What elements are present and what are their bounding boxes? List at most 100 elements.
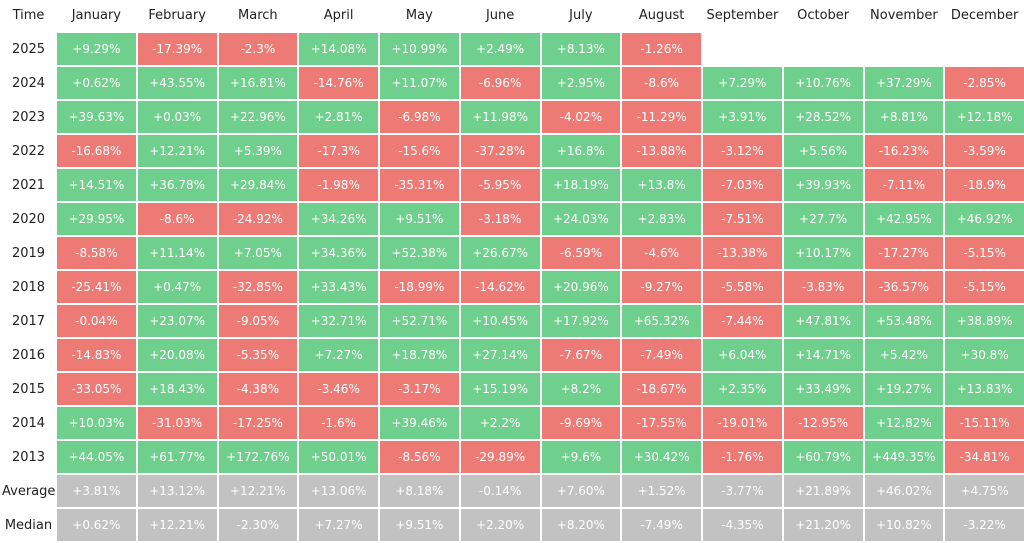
year-row-2022: 2022 -16.68% +12.21% +5.39% -17.3% -15.6% -37.… (0, 133, 1024, 169)
return-cell: +18.19% (539, 167, 623, 203)
return-cell: -8.58% (55, 235, 138, 271)
return-cell: -9.69% (539, 405, 623, 441)
return-cell: +10.03% (55, 405, 138, 441)
year-row-2016: 2016 -14.83% +20.08% -5.35% +7.27% +18.78% +27… (0, 337, 1024, 373)
return-cell: +22.96% (216, 99, 300, 135)
table-body: 2025 +9.29% -17.39% -2.3% +14.08% +10.99% +2.4… (0, 31, 1024, 543)
return-cell: -15.11% (943, 405, 1024, 441)
return-cell: -12.95% (781, 405, 865, 441)
return-cell: +0.62% (55, 65, 138, 101)
return-cell: -16.23% (862, 133, 946, 169)
year-row-2020: 2020 +29.95% -8.6% -24.92% +34.26% +9.51% -3.1… (0, 201, 1024, 237)
summary-cell: +10.82% (862, 507, 946, 543)
header-december: December (944, 0, 1024, 32)
return-cell: +5.56% (781, 133, 865, 169)
return-cell: +47.81% (781, 303, 865, 339)
return-cell: +27.7% (781, 201, 865, 237)
return-cell: -5.95% (458, 167, 542, 203)
summary-cell: +7.27% (297, 507, 380, 543)
return-cell: +7.05% (216, 235, 300, 271)
return-cell: -13.88% (620, 133, 703, 169)
empty-cell (862, 31, 946, 67)
return-cell: -5.58% (701, 269, 784, 305)
row-label: 2017 (0, 303, 57, 339)
header-time: Time (1, 0, 56, 32)
summary-cell: +9.51% (378, 507, 461, 543)
return-cell: -4.38% (216, 371, 300, 407)
return-cell: +34.26% (297, 201, 380, 237)
summary-cell: -3.77% (701, 473, 784, 509)
row-label: 2022 (0, 133, 57, 169)
return-cell: -7.49% (620, 337, 703, 373)
summary-cell: +21.89% (781, 473, 865, 509)
return-cell: +50.01% (297, 439, 380, 475)
return-cell: +5.39% (216, 133, 300, 169)
return-cell: +2.95% (539, 65, 623, 101)
return-cell: +29.84% (216, 167, 300, 203)
row-label: 2014 (0, 405, 57, 441)
return-cell: -25.41% (55, 269, 138, 305)
return-cell: -7.03% (701, 167, 784, 203)
return-cell: -35.31% (378, 167, 461, 203)
row-label: Average (0, 473, 57, 509)
return-cell: -4.02% (539, 99, 623, 135)
return-cell: -18.9% (943, 167, 1024, 203)
year-row-2017: 2017 -0.04% +23.07% -9.05% +32.71% +52.71% +10… (0, 303, 1024, 339)
return-cell: -14.83% (55, 337, 138, 373)
return-cell: +11.07% (378, 65, 461, 101)
summary-cell: +13.06% (297, 473, 380, 509)
return-cell: +18.43% (135, 371, 219, 407)
row-label: 2015 (0, 371, 57, 407)
return-cell: +2.2% (458, 405, 542, 441)
return-cell: -3.59% (943, 133, 1024, 169)
year-row-2019: 2019 -8.58% +11.14% +7.05% +34.36% +52.38% +26… (0, 235, 1024, 271)
summary-cell: +0.62% (55, 507, 138, 543)
return-cell: +3.91% (701, 99, 784, 135)
return-cell: +11.14% (135, 235, 219, 271)
return-cell: -17.27% (862, 235, 946, 271)
empty-cell (781, 31, 865, 67)
summary-cell: +13.12% (135, 473, 219, 509)
row-label: 2024 (0, 65, 57, 101)
empty-cell (701, 31, 784, 67)
return-cell: -7.11% (862, 167, 946, 203)
summary-cell: +8.20% (539, 507, 623, 543)
summary-cell: +4.75% (943, 473, 1024, 509)
return-cell: -5.35% (216, 337, 300, 373)
row-label: 2020 (0, 201, 57, 237)
return-cell: +43.55% (135, 65, 219, 101)
return-cell: +44.05% (55, 439, 138, 475)
return-cell: -17.25% (216, 405, 300, 441)
return-cell: +9.51% (378, 201, 461, 237)
return-cell: +2.35% (701, 371, 784, 407)
summary-cell: -4.35% (701, 507, 784, 543)
return-cell: +10.17% (781, 235, 865, 271)
year-row-2021: 2021 +14.51% +36.78% +29.84% -1.98% -35.31% -5… (0, 167, 1024, 203)
return-cell: -6.59% (539, 235, 623, 271)
return-cell: -34.81% (943, 439, 1024, 475)
return-cell: -15.6% (378, 133, 461, 169)
return-cell: +33.43% (297, 269, 380, 305)
summary-cell: +12.21% (216, 473, 300, 509)
return-cell: +42.95% (862, 201, 946, 237)
return-cell: +13.83% (943, 371, 1024, 407)
year-row-2014: 2014 +10.03% -31.03% -17.25% -1.6% +39.46% +2.… (0, 405, 1024, 441)
summary-cell: +21.20% (781, 507, 865, 543)
return-cell: -7.51% (701, 201, 784, 237)
summary-cell: +8.18% (378, 473, 461, 509)
return-cell: +46.92% (943, 201, 1024, 237)
return-cell: -16.68% (55, 133, 138, 169)
year-row-2024: 2024 +0.62% +43.55% +16.81% -14.76% +11.07% -6… (0, 65, 1024, 101)
return-cell: -33.05% (55, 371, 138, 407)
return-cell: -3.46% (297, 371, 380, 407)
summary-row-average: Average +3.81% +13.12% +12.21% +13.06% +8.18%… (0, 473, 1024, 509)
return-cell: +16.81% (216, 65, 300, 101)
summary-cell: +7.60% (539, 473, 623, 509)
return-cell: +39.93% (781, 167, 865, 203)
return-cell: +9.29% (55, 31, 138, 67)
return-cell: +14.51% (55, 167, 138, 203)
summary-cell: +1.52% (620, 473, 703, 509)
summary-cell: -2.30% (216, 507, 300, 543)
return-cell: -8.6% (135, 201, 219, 237)
return-cell: +17.92% (539, 303, 623, 339)
